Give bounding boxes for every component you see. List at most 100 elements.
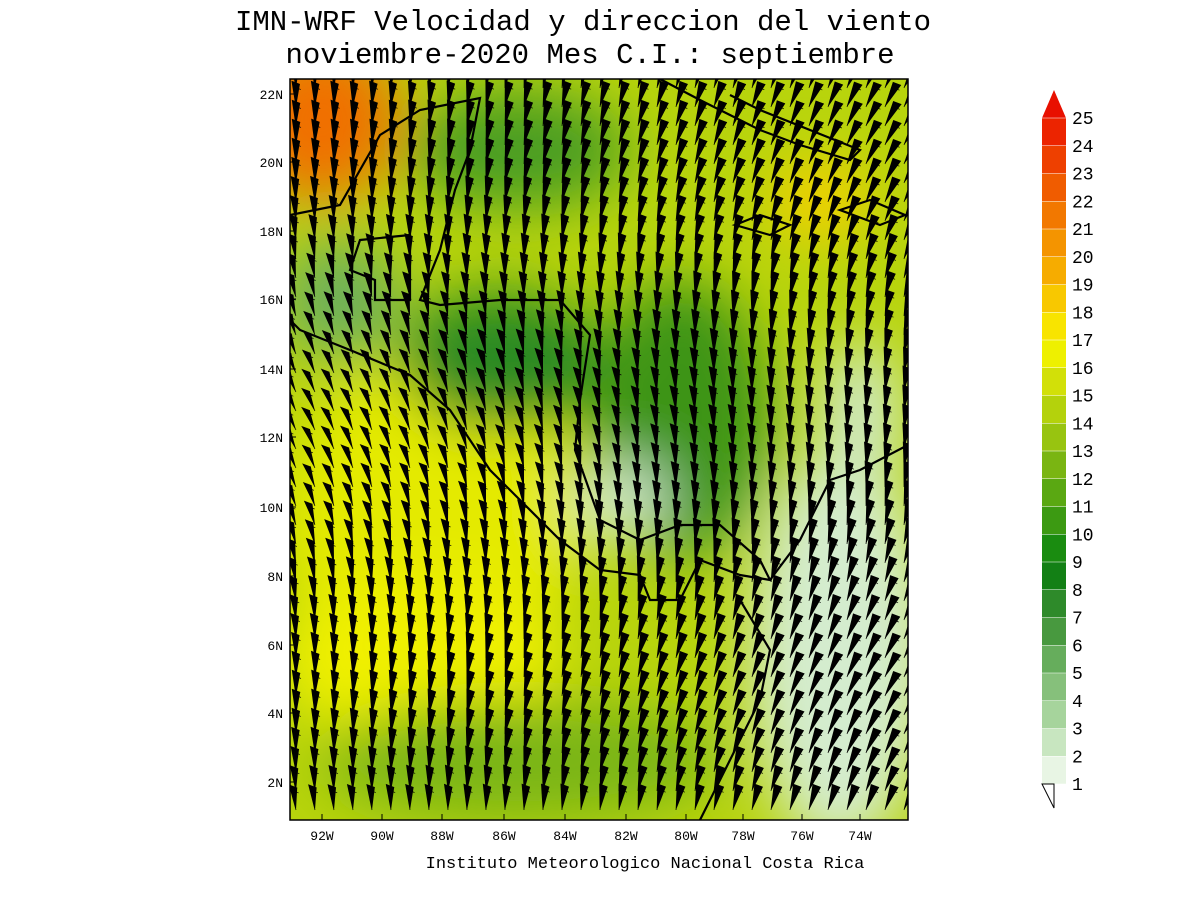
wind-barb bbox=[424, 574, 434, 602]
wind-barb bbox=[368, 156, 378, 184]
wind-barb bbox=[302, 463, 316, 488]
wind-barb bbox=[443, 574, 454, 602]
wind-barb bbox=[398, 443, 411, 469]
wind-barb bbox=[865, 708, 883, 735]
lon-label: 82W bbox=[614, 829, 638, 844]
wind-barb bbox=[884, 632, 901, 659]
wind-barb bbox=[364, 537, 375, 564]
wind-barb bbox=[865, 138, 883, 165]
wind-barb bbox=[675, 631, 688, 659]
wind-barb bbox=[369, 707, 379, 735]
wind-barb bbox=[884, 613, 901, 640]
lon-label: 84W bbox=[553, 829, 577, 844]
wind-barb bbox=[466, 707, 475, 735]
colorbar-label: 22 bbox=[1072, 193, 1094, 213]
wind-barb bbox=[846, 119, 863, 146]
wind-barb bbox=[611, 404, 622, 431]
wind-barb bbox=[456, 405, 468, 431]
wind-barb bbox=[805, 422, 815, 450]
wind-barb bbox=[903, 113, 908, 127]
wind-barb bbox=[846, 308, 855, 336]
wind-barb bbox=[884, 727, 901, 754]
wind-barb bbox=[498, 290, 509, 317]
colorbar-label: 24 bbox=[1072, 138, 1094, 158]
wind-barb bbox=[669, 423, 680, 450]
wind-barb bbox=[689, 346, 700, 374]
wind-barb bbox=[290, 575, 299, 602]
wind-barb bbox=[827, 632, 843, 659]
wind-barb bbox=[329, 631, 340, 659]
wind-barb bbox=[650, 423, 661, 450]
colorbar-swatch bbox=[1042, 673, 1066, 701]
wind-barb bbox=[770, 176, 785, 203]
wind-barb bbox=[503, 745, 513, 773]
wind-barb bbox=[769, 289, 779, 317]
wind-barb bbox=[770, 708, 786, 735]
wind-barb bbox=[729, 327, 739, 355]
wind-barb bbox=[386, 764, 397, 792]
wind-barb bbox=[339, 406, 354, 431]
wind-barb bbox=[884, 555, 898, 583]
wind-barb bbox=[786, 346, 796, 374]
wind-barb bbox=[400, 499, 412, 526]
wind-barb bbox=[558, 251, 568, 279]
colorbar-label: 23 bbox=[1072, 166, 1094, 186]
wind-barb bbox=[689, 423, 699, 450]
wind-barb bbox=[672, 498, 682, 526]
wind-barb bbox=[310, 156, 321, 184]
wind-barb bbox=[751, 119, 766, 146]
wind-barb bbox=[865, 575, 880, 602]
wind-barb bbox=[520, 555, 530, 583]
wind-barb bbox=[515, 347, 526, 374]
wind-barb bbox=[747, 441, 757, 469]
wind-barb bbox=[541, 764, 551, 792]
wind-barb bbox=[712, 270, 722, 298]
wind-barb bbox=[308, 214, 319, 241]
wind-barb bbox=[846, 651, 863, 678]
wind-barb bbox=[406, 194, 416, 222]
wind-barb bbox=[401, 518, 412, 545]
wind-barb bbox=[827, 765, 842, 792]
wind-barb bbox=[497, 309, 508, 336]
wind-barb bbox=[884, 100, 902, 127]
wind-barb bbox=[330, 669, 340, 697]
wind-barb bbox=[320, 368, 335, 393]
wind-barb bbox=[903, 702, 908, 716]
wind-barb bbox=[504, 156, 514, 184]
wind-barb bbox=[827, 574, 841, 602]
wind-barb bbox=[326, 233, 337, 260]
wind-barb bbox=[708, 384, 718, 412]
wind-barb bbox=[378, 425, 392, 450]
wind-barb bbox=[808, 689, 825, 716]
wind-barb bbox=[475, 367, 487, 393]
wind-barb bbox=[497, 499, 508, 526]
wind-barb bbox=[345, 556, 356, 583]
wind-barb bbox=[359, 368, 373, 393]
wind-barb bbox=[846, 613, 862, 640]
wind-barb bbox=[560, 213, 570, 241]
wind-barb bbox=[884, 157, 902, 184]
wind-barb bbox=[361, 481, 373, 507]
wind-barb bbox=[378, 406, 392, 431]
wind-barb bbox=[903, 221, 908, 241]
wind-barb bbox=[883, 346, 893, 374]
wind-barb bbox=[694, 251, 703, 279]
wind-barb bbox=[386, 593, 396, 621]
wind-barb bbox=[457, 329, 469, 355]
wind-barb bbox=[865, 176, 882, 203]
wind-barb bbox=[385, 574, 396, 602]
wind-barb bbox=[580, 213, 589, 241]
wind-barb bbox=[884, 784, 899, 811]
wind-barb bbox=[498, 518, 509, 545]
wind-barb bbox=[340, 462, 354, 488]
wind-barb bbox=[425, 194, 435, 222]
wind-barb bbox=[324, 271, 336, 298]
wind-barb bbox=[424, 783, 434, 811]
wind-barb bbox=[827, 536, 839, 564]
wind-barb bbox=[540, 232, 550, 260]
wind-barb bbox=[383, 537, 394, 564]
wind-barb bbox=[637, 80, 650, 108]
wind-barb bbox=[675, 137, 689, 165]
wind-barb bbox=[309, 765, 319, 792]
wind-barb bbox=[406, 764, 416, 792]
